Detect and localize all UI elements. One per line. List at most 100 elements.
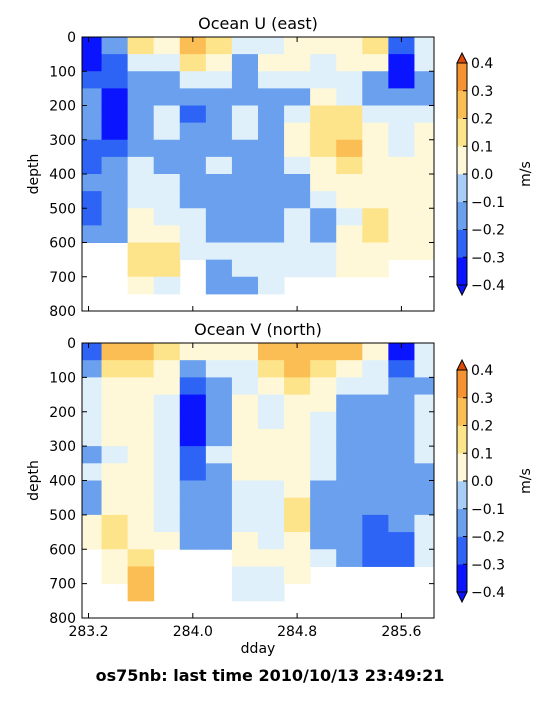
colorbar-band	[457, 174, 467, 203]
heatmap-cell	[284, 71, 311, 89]
heatmap-cell	[388, 208, 415, 226]
colorbar-band	[457, 425, 467, 454]
heatmap-cell	[127, 411, 155, 430]
heatmap-cell	[388, 139, 415, 158]
heatmap-cell	[205, 411, 233, 430]
heatmap-cell	[336, 463, 363, 481]
heatmap-cell	[336, 394, 363, 413]
colorbar-tick-label: −0.2	[471, 223, 505, 239]
heatmap-cell	[414, 37, 434, 55]
heatmap-cell	[153, 242, 181, 261]
heatmap-cell	[101, 497, 129, 516]
heatmap-cell	[153, 71, 181, 89]
heatmap-cell	[231, 463, 259, 481]
heatmap-cell	[336, 377, 363, 396]
colorbar-extend-max	[456, 51, 468, 64]
heatmap-cell	[127, 259, 155, 278]
heatmap-cell	[414, 242, 434, 261]
heatmap-cell	[179, 208, 207, 226]
heatmap-cell	[231, 88, 259, 106]
heatmap-cell	[127, 54, 155, 72]
heatmap-cell	[179, 105, 207, 124]
heatmap-cell	[284, 532, 311, 550]
heatmap-cell	[153, 532, 181, 550]
colorbar-band	[457, 564, 467, 593]
heatmap-cell	[231, 139, 259, 158]
heatmap-cell	[414, 497, 434, 516]
heatmap-cell	[205, 394, 233, 413]
heatmap-cell	[101, 105, 129, 124]
heatmap-cell	[336, 105, 363, 124]
heatmap-cell	[310, 242, 337, 261]
heatmap-cell	[231, 394, 259, 413]
heatmap-cell	[388, 411, 415, 430]
heatmap-cell	[388, 71, 415, 89]
heatmap-cell	[231, 191, 259, 209]
heatmap-cell	[336, 343, 363, 361]
y-tick-label: 100	[49, 64, 76, 80]
y-tick-label: 700	[49, 270, 76, 286]
heatmap-cell	[362, 360, 389, 378]
heatmap-cell	[179, 156, 207, 175]
heatmap-cell	[258, 463, 285, 481]
panel-ocean-v: Ocean V (north) 0 100 200 300 400 500 600 700 800…	[26, 320, 534, 657]
colorbar-band	[457, 481, 467, 510]
heatmap-cell	[231, 566, 259, 585]
heatmap-cell	[310, 156, 337, 175]
heatmap-cell	[258, 191, 285, 209]
heatmap-cell	[258, 259, 285, 278]
heatmap-cell	[388, 54, 415, 72]
heatmap-cell	[153, 360, 181, 378]
heatmap-cell	[336, 88, 363, 106]
heatmap-cell	[284, 497, 311, 516]
heatmap-cell	[388, 343, 415, 361]
heatmap-cell	[336, 428, 363, 447]
heatmap-cell	[179, 37, 207, 55]
heatmap-cell	[231, 105, 259, 124]
heatmap-cell	[101, 139, 129, 158]
heatmap-cell	[336, 514, 363, 533]
heatmap-cell	[153, 37, 181, 55]
heatmap-cell	[310, 428, 337, 447]
heatmap-cell	[127, 156, 155, 175]
y-tick-label: 600	[49, 542, 76, 558]
y-tick-label: 800	[49, 304, 76, 320]
heatmap-cell	[284, 174, 311, 192]
colorbar-tick-label: 0.0	[471, 474, 493, 490]
heatmap-cell	[205, 377, 233, 396]
heatmap-cell	[101, 549, 129, 567]
heatmap-cell	[82, 37, 103, 55]
y-tick-label: 300	[49, 439, 76, 455]
heatmap-cell	[362, 71, 389, 89]
heatmap-cell	[153, 428, 181, 447]
heatmap-cell	[153, 259, 181, 278]
heatmap-cell	[414, 411, 434, 430]
heatmap-cell	[153, 514, 181, 533]
heatmap-cell	[153, 174, 181, 192]
heatmap-cell	[336, 480, 363, 499]
heatmap-cell	[153, 394, 181, 413]
heatmap-cell	[258, 394, 285, 413]
x-tick-label: 283.2	[68, 624, 108, 640]
heatmap-cell	[101, 54, 129, 72]
heatmap-cell	[153, 225, 181, 243]
heatmap-cell	[101, 394, 129, 413]
panel-ocean-u: Ocean U (east) 0 100 200 300 400 500 600 700 800 d…	[26, 14, 534, 320]
heatmap-cell	[205, 532, 233, 550]
heatmap-cell	[336, 122, 363, 141]
y-axis-label: depth	[26, 460, 42, 501]
heatmap-cell	[82, 54, 103, 72]
heatmap-cell	[388, 532, 415, 550]
heatmap-cell	[414, 394, 434, 413]
y-tick-label: 600	[49, 236, 76, 252]
heatmap-cell	[153, 411, 181, 430]
heatmap-cell	[310, 88, 337, 106]
y-tick-label: 800	[49, 611, 76, 627]
heatmap-cell	[284, 208, 311, 226]
heatmap-cell	[179, 360, 207, 378]
heatmap-cell	[362, 191, 389, 209]
heatmap-cell	[310, 208, 337, 226]
heatmap-cell	[153, 54, 181, 72]
heatmap-cell	[414, 463, 434, 481]
